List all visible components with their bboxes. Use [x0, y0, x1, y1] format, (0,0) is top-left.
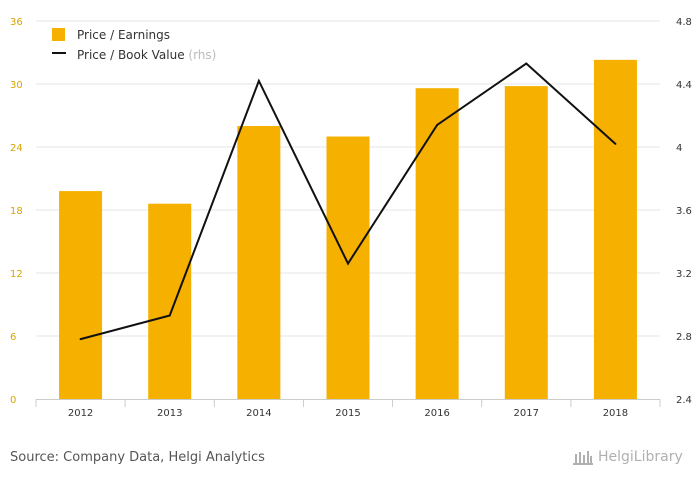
y-right-tick-label: 3.2 [676, 269, 692, 280]
price-earnings-bars [59, 59, 637, 399]
y-right-tick-label: 4.8 [676, 17, 692, 28]
legend-label-price-earnings: Price / Earnings [77, 28, 170, 42]
point-price-book-value [79, 338, 82, 341]
y-right-tick-label: 3.6 [676, 206, 692, 217]
y-left-tick-label: 6 [10, 332, 16, 343]
y-left-tick-label: 24 [10, 143, 23, 154]
y-right-tick-label: 4 [676, 143, 682, 154]
bar-price-earnings [148, 203, 192, 399]
y-left-tick-label: 30 [10, 80, 23, 91]
source-note: Source: Company Data, Helgi Analytics [10, 450, 265, 465]
point-price-book-value [347, 262, 349, 265]
y-left-tick-label: 36 [10, 17, 23, 28]
axes: 0 6 12 18 24 30 36 2.4 2.8 3.2 3.6 4 4.4 4.8 2012 2013 2… [10, 17, 692, 419]
legend-swatch-price-earnings [52, 28, 65, 41]
y-right-tick-label: 2.4 [676, 395, 692, 406]
legend-label-price-book-name: Price / Book Value [77, 48, 185, 62]
legend-label-price-book: Price / Book Value (rhs) [77, 48, 216, 62]
bar-price-earnings [59, 191, 103, 399]
brand-name: HelgiLibrary [598, 449, 683, 465]
point-price-book-value [525, 62, 528, 65]
bar-price-earnings [593, 59, 637, 399]
y-left-tick-label: 0 [10, 395, 16, 406]
bar-price-earnings [415, 88, 459, 399]
y-right-tick-label: 2.8 [676, 332, 692, 343]
x-tick-label: 2018 [603, 408, 628, 419]
bar-price-earnings [237, 126, 281, 399]
library-icon [573, 451, 593, 465]
x-tick-label: 2014 [246, 408, 271, 419]
point-price-book-value [257, 79, 260, 82]
bar-price-earnings [326, 136, 370, 399]
point-price-book-value [168, 314, 171, 317]
legend: Price / Earnings Price / Book Value (rhs… [52, 28, 216, 62]
x-tick-label: 2012 [68, 408, 93, 419]
brand-logo: HelgiLibrary [572, 448, 683, 466]
x-tick-label: 2013 [157, 408, 182, 419]
y-left-tick-label: 18 [10, 206, 23, 217]
price-book-line-layer [79, 62, 617, 341]
point-price-book-value [436, 123, 439, 126]
bar-price-earnings [504, 86, 548, 399]
x-tick-label: 2017 [514, 408, 539, 419]
x-tick-label: 2016 [424, 408, 449, 419]
legend-label-rhs-suffix: (rhs) [188, 48, 216, 62]
x-tick-label: 2015 [335, 408, 360, 419]
y-left-tick-label: 12 [10, 269, 23, 280]
y-right-tick-label: 4.4 [676, 80, 692, 91]
point-price-book-value [614, 142, 617, 145]
